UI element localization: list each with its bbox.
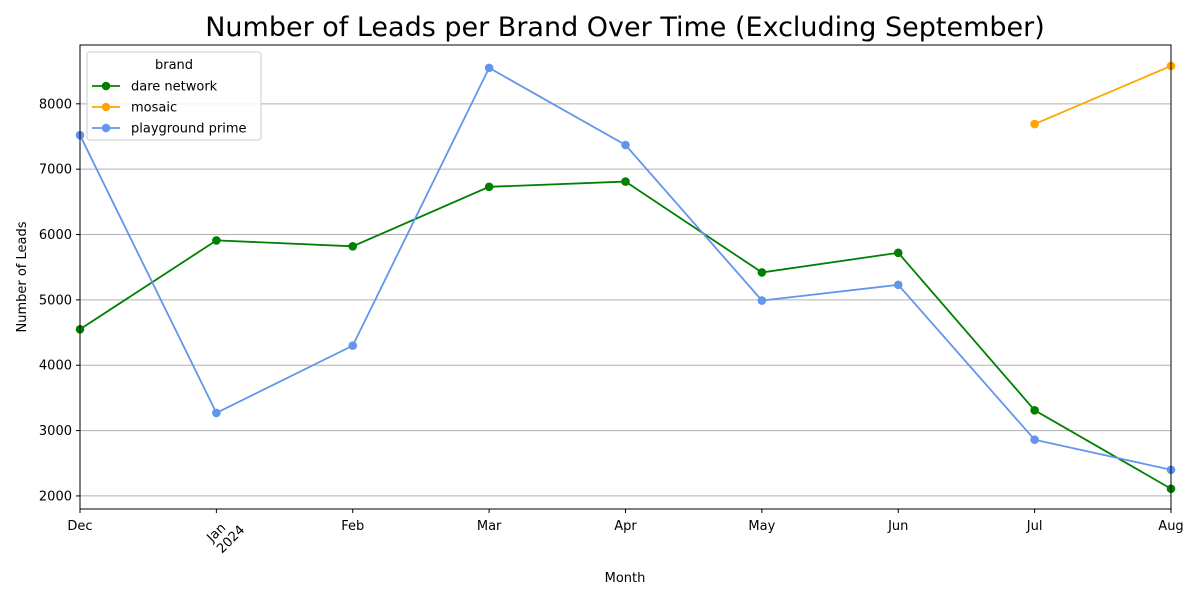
chart-title: Number of Leads per Brand Over Time (Exc… [205, 12, 1045, 43]
x-tick-label: Jul [1026, 519, 1043, 534]
y-tick-label: 6000 [39, 228, 72, 243]
y-axis-label: Number of Leads [15, 221, 30, 332]
gridlines [80, 103, 1171, 497]
x-tick-label: May [748, 519, 775, 534]
plot-frame [79, 44, 1172, 510]
data-point-playground-prime [484, 63, 494, 73]
legend: brand dare network mosaic playground prime [86, 51, 262, 141]
series-group [75, 61, 1176, 494]
x-axis-label: Month [605, 571, 646, 586]
y-tick-label: 8000 [39, 97, 72, 112]
x-tick-label: Apr [614, 519, 637, 534]
y-tick-label: 4000 [39, 359, 72, 374]
series-line-mosaic [1034, 65, 1172, 125]
x-tick-label: Mar [477, 519, 502, 534]
data-point-dare-network [212, 236, 221, 245]
data-point-playground-prime [621, 140, 630, 150]
y-tick-label: 5000 [39, 293, 72, 308]
data-point-dare-network [621, 177, 630, 186]
x-tick-label: Dec [67, 519, 92, 534]
legend-label-playground-prime: playground prime [131, 122, 247, 137]
data-point-dare-network [1030, 406, 1039, 415]
data-point-playground-prime [757, 296, 767, 305]
data-point-playground-prime [348, 341, 358, 350]
y-tick-label: 3000 [39, 424, 72, 439]
data-point-dare-network [893, 248, 903, 258]
data-point-dare-network [484, 182, 494, 192]
y-tick-label: 7000 [39, 163, 72, 178]
legend-marker-mosaic [101, 102, 111, 112]
data-point-dare-network [348, 241, 358, 251]
legend-marker-playground-prime [101, 123, 111, 133]
x-tick-label: Aug [1158, 519, 1183, 534]
legend-box [86, 51, 262, 141]
data-point-dare-network [757, 268, 767, 277]
legend-marker-dare-network [101, 81, 111, 91]
data-point-playground-prime [893, 280, 903, 290]
y-tick-label: 2000 [39, 489, 72, 504]
x-tick-label: Feb [341, 519, 364, 534]
x-tick-label: Jun [887, 519, 908, 534]
data-point-playground-prime [1030, 435, 1039, 445]
y-axis-ticks: 2000 3000 4000 5000 6000 7000 8000 [39, 97, 80, 504]
legend-label-mosaic: mosaic [131, 101, 177, 116]
data-point-mosaic [1030, 119, 1039, 129]
series-line-dare-network [79, 180, 1172, 490]
legend-title: brand [155, 58, 193, 73]
legend-label-dare-network: dare network [131, 80, 218, 95]
data-point-playground-prime [212, 408, 221, 418]
